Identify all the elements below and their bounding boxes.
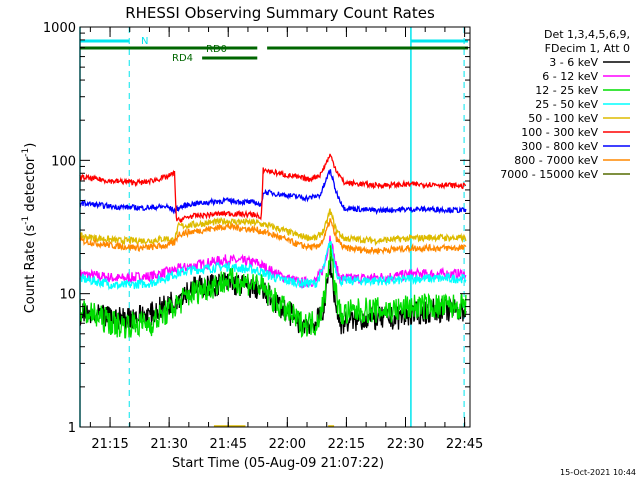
series-line-3: [79, 240, 467, 291]
legend-entry-label: 25 - 50 keV: [535, 98, 598, 111]
legend-entry-label: 3 - 6 keV: [549, 56, 598, 69]
legend-entry-label: 12 - 25 keV: [535, 84, 598, 97]
flag-bars: N RD0 RD4: [79, 27, 469, 427]
legend-entry-label: 300 - 800 keV: [521, 140, 598, 153]
series-line-6: [79, 168, 467, 216]
y-tick-label: 10: [59, 288, 76, 303]
rd0-flag-label: RD0: [206, 44, 227, 55]
x-tick-label: 21:15: [91, 437, 128, 452]
y-axis-label-sup1: -1: [21, 216, 31, 225]
chart-title: RHESSI Observing Summary Count Rates: [125, 4, 435, 22]
legend-entry-label: 100 - 300 keV: [521, 126, 598, 139]
legend-header-line: Det 1,3,4,5,6,9,: [544, 28, 630, 41]
y-axis-label-main: Count Rate (s: [23, 225, 38, 314]
x-axis-label: Start Time (05-Aug-09 21:07:22): [172, 456, 384, 471]
plot-frame: [79, 26, 471, 428]
series-line-4: [79, 208, 467, 247]
y-axis-label-mid: detector: [23, 156, 38, 216]
axis-ticks: 1 10 100 1000 21:15 21:30 21:45 22:00 22:15 22:30…: [43, 21, 483, 452]
series-line-2: [79, 245, 467, 339]
x-tick-label: 21:30: [150, 437, 187, 452]
legend-header-line: FDecim 1, Att 0: [545, 42, 630, 55]
legend: Det 1,3,4,5,6,9,FDecim 1, Att 03 - 6 keV…: [500, 28, 630, 181]
legend-entry-label: 7000 - 15000 keV: [500, 168, 598, 181]
x-tick-label: 22:45: [446, 437, 483, 452]
series-line-5: [79, 153, 467, 223]
legend-entry-label: 800 - 7000 keV: [514, 154, 598, 167]
legend-entry-label: 6 - 12 keV: [542, 70, 598, 83]
y-tick-label: 100: [51, 154, 76, 169]
y-tick-label: 1000: [43, 21, 76, 36]
data-series: [79, 153, 467, 339]
night-flag-label: N: [141, 36, 148, 47]
x-tick-label: 21:45: [210, 437, 247, 452]
y-axis-label-sup2: -1: [21, 148, 31, 157]
x-tick-label: 22:00: [269, 437, 306, 452]
y-axis-label-end: ): [23, 143, 38, 148]
y-tick-label: 1: [68, 421, 76, 436]
x-tick-label: 22:15: [328, 437, 365, 452]
legend-entry-label: 50 - 100 keV: [528, 112, 598, 125]
plot-timestamp: 15-Oct-2021 10:44: [560, 468, 636, 477]
series-line-7: [79, 218, 467, 256]
x-tick-label: 22:30: [387, 437, 424, 452]
rd4-flag-label: RD4: [172, 53, 193, 64]
y-axis-label: Count Rate (s-1 detector-1): [21, 143, 38, 314]
